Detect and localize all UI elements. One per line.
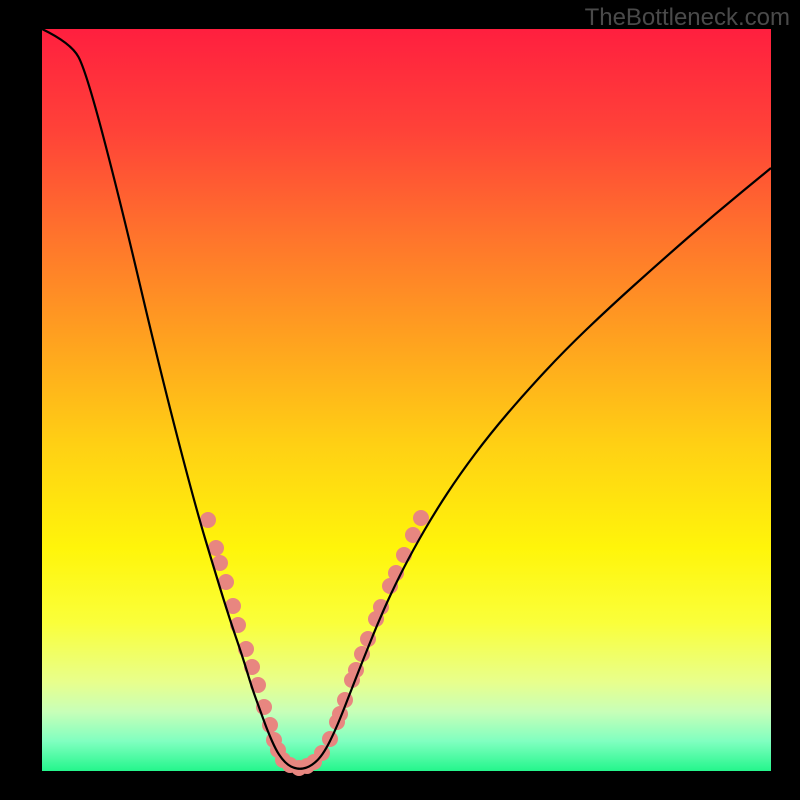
bottleneck-curve: [42, 29, 771, 769]
data-marker: [413, 510, 429, 526]
chart-svg: [0, 0, 800, 800]
markers-group: [200, 510, 429, 776]
chart-container: TheBottleneck.com: [0, 0, 800, 800]
